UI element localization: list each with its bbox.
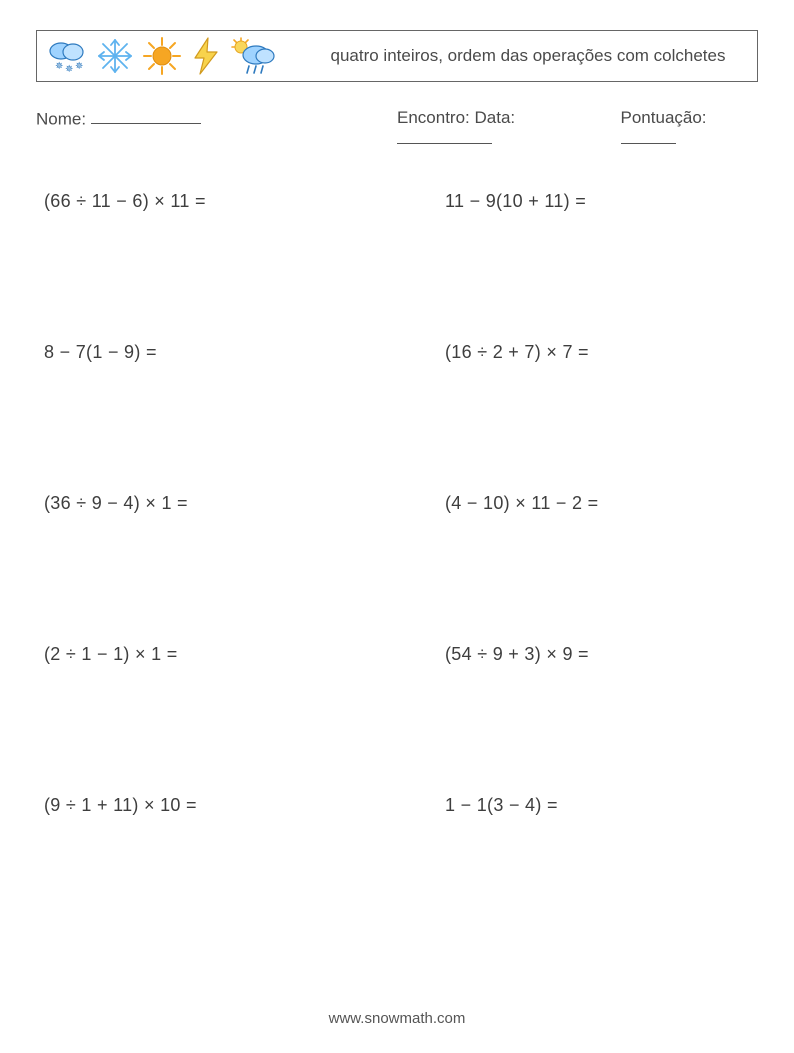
footer-url: www.snowmath.com: [0, 1010, 794, 1027]
problem-right-5: 1 − 1(3 − 4) =: [401, 795, 758, 816]
name-label: Nome:: [36, 109, 86, 128]
problem-left-1: (66 ÷ 11 − 6) × 11 =: [44, 191, 401, 212]
problem-right-4: (54 ÷ 9 + 3) × 9 =: [401, 644, 758, 665]
date-blank[interactable]: [397, 128, 492, 144]
header-icons: ✵ ✵ ✵: [43, 36, 305, 76]
svg-text:✵: ✵: [75, 61, 83, 72]
problems-grid: (66 ÷ 11 − 6) × 11 = 11 − 9(10 + 11) = 8…: [36, 191, 758, 816]
problem-right-3: (4 − 10) × 11 − 2 =: [401, 493, 758, 514]
problem-left-2: 8 − 7(1 − 9) =: [44, 342, 401, 363]
problem-right-2: (16 ÷ 2 + 7) × 7 =: [401, 342, 758, 363]
problem-left-4: (2 ÷ 1 − 1) × 1 =: [44, 644, 401, 665]
problem-right-1: 11 − 9(10 + 11) =: [401, 191, 758, 212]
worksheet-title: quatro inteiros, ordem das operações com…: [305, 43, 751, 68]
header-box: ✵ ✵ ✵: [36, 30, 758, 82]
problem-left-3: (36 ÷ 9 − 4) × 1 =: [44, 493, 401, 514]
date-field: Encontro: Data:: [397, 108, 603, 149]
score-field: Pontuação:: [621, 108, 758, 149]
score-blank[interactable]: [621, 128, 676, 144]
sun-icon: [141, 36, 183, 76]
name-field: Nome:: [36, 108, 397, 149]
svg-text:✵: ✵: [55, 61, 63, 72]
cloud-sun-rain-icon: [229, 36, 277, 76]
snowflake-icon: [95, 36, 135, 76]
name-blank[interactable]: [91, 108, 201, 124]
lightning-icon: [189, 36, 223, 76]
encounter-label: Encontro: Data:: [397, 108, 515, 127]
worksheet-page: ✵ ✵ ✵: [0, 0, 794, 1053]
cloud-rain-icon: ✵ ✵ ✵: [45, 36, 89, 76]
score-label: Pontuação:: [621, 108, 707, 127]
svg-text:✵: ✵: [65, 64, 73, 75]
problem-left-5: (9 ÷ 1 + 11) × 10 =: [44, 795, 401, 816]
info-row: Nome: Encontro: Data: Pontuação:: [36, 108, 758, 149]
